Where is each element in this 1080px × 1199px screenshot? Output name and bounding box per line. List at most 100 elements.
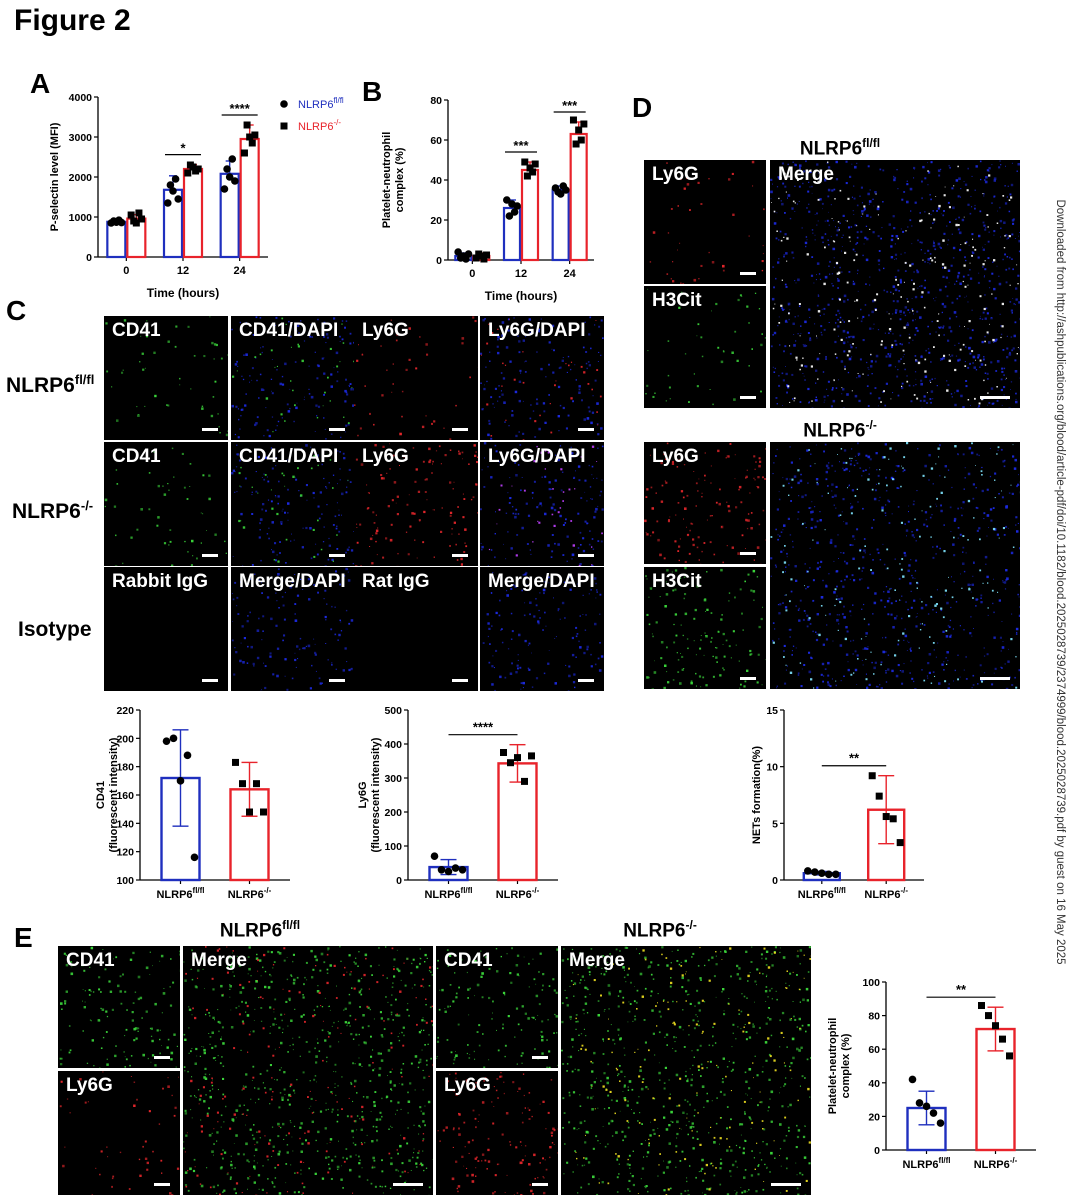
chart-c1-pt-1-0 <box>232 758 239 766</box>
chart-b-ytick-label-3: 60 <box>430 135 442 147</box>
chart-e1-pt-1-3 <box>999 1035 1006 1043</box>
chart-b-pt-s1-c0-0 <box>472 254 480 262</box>
figure-title: Figure 2 <box>14 4 131 37</box>
chart-a-pt-s1-c2-0 <box>240 149 248 157</box>
chart-b-xlabel: Time (hours) <box>485 289 557 303</box>
row-label-ko: NLRP6-/- <box>12 498 94 523</box>
chart-a-bar-s1-c1 <box>182 167 204 259</box>
chart-b-pt-s0-c1-1 <box>505 212 514 220</box>
chart-d1-ytick-label-1: 5 <box>772 818 778 830</box>
chart-c1-pt-1-4 <box>260 808 267 816</box>
chart-e1-ytick-label-4: 80 <box>868 1011 880 1023</box>
chart-d-nets: 0 5 10 15 NLRP6fl/fl NLRP6-/- ** NETs formation… <box>751 705 924 901</box>
micro-d-ko-merge <box>770 442 1020 689</box>
chart-b-pt-s1-c2-4 <box>580 120 588 128</box>
micro-d-flfl-h3cit: H3Cit <box>644 286 766 408</box>
chart-a-pt-s0-c2-1 <box>223 165 231 173</box>
micro-d-flfl-merge: Merge <box>770 160 1020 408</box>
chart-c1-xtick-label-1: NLRP6-/- <box>228 886 272 901</box>
chart-b-pt-s1-c1-0 <box>521 158 529 166</box>
chart-e1-pt-1-2 <box>992 1022 999 1030</box>
chart-a-ytick-label-4: 4000 <box>69 92 93 104</box>
chart-e1-pt-1-4 <box>1006 1052 1013 1060</box>
chart-c2-pt-0-4 <box>458 866 467 874</box>
chart-d1-ytick-label-0: 0 <box>772 875 778 887</box>
chart-c-ly6g: 0 100 200 300 400 500 NLRP6fl/fl NLRP6-/- **** Ly… <box>357 705 558 901</box>
chart-b-xtick-label-1: 12 <box>515 268 527 280</box>
chart-b-pt-s1-c1-2 <box>526 164 534 172</box>
chart-c2-ytick-label-2: 200 <box>384 807 402 819</box>
chart-e1-ytick-label-3: 60 <box>868 1044 880 1056</box>
chart-d1-pt-0-3 <box>825 870 833 879</box>
chart-b-ytick-label-1: 20 <box>430 215 442 227</box>
micro-c-flfl-ly6g: Ly6G <box>354 316 478 440</box>
micro-c-ko-cd41-dapi: CD41/DAPI <box>231 442 355 566</box>
chart-d1-xtick-label-0: NLRP6fl/fl <box>798 886 846 901</box>
chart-b-ylabel-0: Platelet-neutrophil <box>381 132 393 229</box>
chart-e1-ytick-label-5: 100 <box>862 977 880 989</box>
chart-c2-ylabel-0: Ly6G <box>357 781 369 808</box>
chart-d1-pt-1-3 <box>889 815 897 823</box>
chart-c2-pt-1-4 <box>528 752 535 760</box>
chart-b-bar-s0-c2 <box>551 188 570 262</box>
chart-c2-pt-0-2 <box>444 867 453 876</box>
chart-a-pt-s0-c2-0 <box>220 185 229 193</box>
chart-a-pt-s0-c1-2 <box>169 187 177 195</box>
panel-letter-b: B <box>362 76 383 107</box>
chart-a-pt-s1-c1-0 <box>184 169 192 177</box>
chart-d1-ylabel-0: NETs formation(%) <box>751 746 763 845</box>
chart-a-sig-label-1: **** <box>230 101 251 116</box>
micro-c-iso-rat-igg: Rat IgG <box>354 567 478 691</box>
chart-c1-ytick-label-2: 140 <box>116 818 134 830</box>
chart-b-pt-s1-c0-3 <box>480 255 488 263</box>
chart-e1-ytick-label-1: 20 <box>868 1111 880 1123</box>
chart-b-xtick-label-0: 0 <box>469 268 475 280</box>
chart-b-sig-label-1: *** <box>562 98 578 113</box>
panel-letter-d: D <box>632 92 653 123</box>
chart-e1-xtick-label-0: NLRP6fl/fl <box>902 1156 950 1171</box>
chart-c1-ylabel-1: (fluorescent intensity) <box>108 737 120 852</box>
chart-c2-ytick-label-3: 300 <box>384 773 402 785</box>
chart-e1-pt-1-0 <box>978 1002 985 1010</box>
panel-letter-e: E <box>14 922 33 953</box>
chart-b-pt-s0-c1-3 <box>510 208 519 216</box>
micro-c-iso-merge-dapi-2: Merge/DAPI <box>480 567 604 691</box>
chart-c1-ytick-label-4: 180 <box>116 762 134 774</box>
chart-e1-ylabel-1: complex (%) <box>840 1033 852 1098</box>
chart-a-legend-marker-0 <box>280 100 288 108</box>
chart-e-pnc: 0 20 40 60 80 100 NLRP6fl/fl NLRP6-/- ** Platelet… <box>827 977 1036 1171</box>
chart-d1-sig-label: ** <box>849 751 860 766</box>
chart-a-pt-s0-c1-0 <box>164 199 172 207</box>
chart-e1-ylabel-0: Platelet-neutrophil <box>827 1018 839 1115</box>
chart-a-pt-s1-c2-1 <box>243 121 251 129</box>
chart-c2-ytick-label-1: 100 <box>384 841 402 853</box>
micro-e-flfl-cd41: CD41 <box>58 946 180 1068</box>
chart-d1-xtick-label-1: NLRP6-/- <box>864 886 908 901</box>
chart-b-ytick-label-4: 80 <box>430 95 442 107</box>
chart-c1-pt-0-1 <box>169 734 178 743</box>
chart-c1-xtick-label-0: NLRP6fl/fl <box>156 886 204 901</box>
chart-c2-ytick-label-5: 500 <box>384 705 402 717</box>
e-group-ko: NLRP6-/- <box>623 918 697 942</box>
chart-c1-ytick-label-0: 100 <box>116 875 134 887</box>
chart-a-sig-label-0: * <box>180 141 186 156</box>
row-label-flfl: NLRP6fl/fl <box>6 372 95 397</box>
chart-e1-pt-0-1 <box>915 1099 924 1107</box>
micro-c-flfl-cd41: CD41 <box>104 316 228 440</box>
chart-c2-sig-label: **** <box>473 720 494 735</box>
chart-d1-ytick-label-3: 15 <box>766 705 778 717</box>
chart-a-xlabel: Time (hours) <box>147 286 219 300</box>
chart-b: 0 20 40 60 80 0 12 24 *** *** Time (hours) Platelet… <box>381 95 594 303</box>
chart-c1-ytick-label-5: 200 <box>116 733 134 745</box>
micro-c-ko-ly6g: Ly6G <box>354 442 478 566</box>
chart-c2-pt-1-1 <box>507 759 514 767</box>
chart-b-bar-s1-c2 <box>569 132 588 262</box>
chart-b-pt-s1-c1-3 <box>529 168 537 176</box>
chart-a-pt-s0-c1-4 <box>174 195 182 203</box>
chart-c2-xtick-label-0: NLRP6fl/fl <box>424 886 472 901</box>
chart-b-ytick-label-2: 40 <box>430 175 442 187</box>
chart-b-pt-s1-c2-0 <box>569 116 577 124</box>
chart-a-pt-s0-c1-3 <box>171 175 180 183</box>
chart-c2-xtick-label-1: NLRP6-/- <box>496 886 540 901</box>
chart-a-pt-s1-c0-4 <box>138 215 146 223</box>
